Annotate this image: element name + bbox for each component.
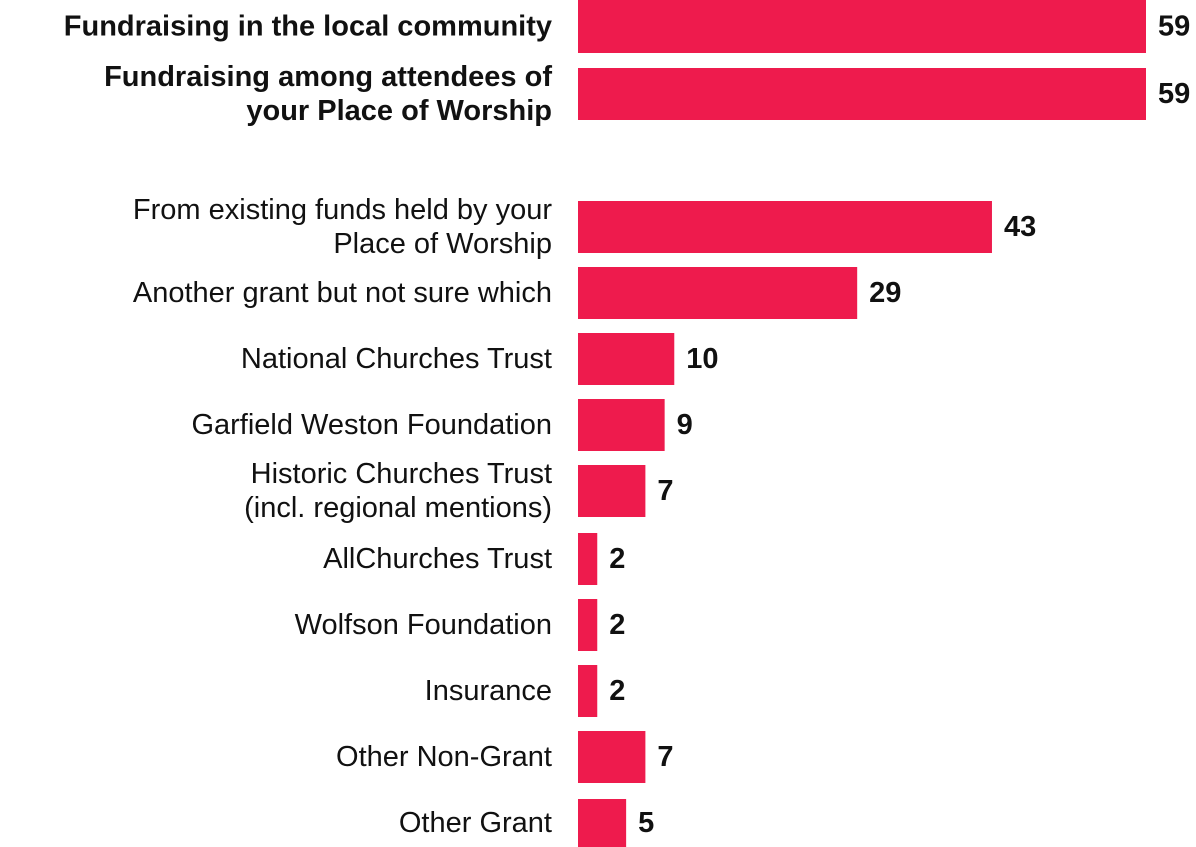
- category-label: Other Non-Grant: [336, 741, 552, 773]
- category-label-line: (incl. regional mentions): [244, 492, 552, 524]
- bar: [578, 465, 646, 517]
- bar: [578, 333, 675, 385]
- category-label: Garfield Weston Foundation: [191, 409, 552, 441]
- bar: [578, 399, 665, 451]
- bar: [578, 68, 1146, 120]
- bar: [578, 599, 598, 651]
- value-label: 59: [1158, 78, 1190, 110]
- category-label: From existing funds held by your Place of…: [133, 194, 552, 260]
- category-label-line: Fundraising among attendees of: [104, 61, 552, 93]
- bar: [578, 267, 858, 319]
- category-label: Historic Churches Trust (incl. regional m…: [244, 458, 552, 524]
- category-label-line: From existing funds held by your: [133, 194, 552, 226]
- value-label: 7: [657, 475, 673, 507]
- category-label-line: Wolfson Foundation: [295, 609, 552, 641]
- category-label-line: Historic Churches Trust: [251, 458, 552, 490]
- value-label: 10: [686, 343, 718, 375]
- bar: [578, 799, 627, 847]
- category-label-line: National Churches Trust: [241, 343, 552, 375]
- category-label: Insurance: [425, 675, 552, 707]
- bars: [578, 0, 1146, 847]
- category-label-line: Other Non-Grant: [336, 741, 552, 773]
- category-label-line: AllChurches Trust: [323, 543, 552, 575]
- value-label: 5: [638, 807, 654, 839]
- value-label: 7: [657, 741, 673, 773]
- value-label: 2: [609, 609, 625, 641]
- category-label: Wolfson Foundation: [295, 609, 552, 641]
- value-label: 59: [1158, 11, 1190, 43]
- category-label-line: your Place of Worship: [246, 95, 552, 127]
- category-label: Fundraising among attendees of your Place…: [104, 61, 552, 127]
- category-label-line: Other Grant: [399, 807, 552, 839]
- category-label: Another grant but not sure which: [133, 277, 552, 309]
- value-labels: 59 59 43 29 10 9 7 2 2 2 7 5: [609, 11, 1190, 840]
- category-label-line: Another grant but not sure which: [133, 277, 552, 309]
- category-label-line: Place of Worship: [333, 228, 552, 260]
- bar: [578, 0, 1146, 53]
- category-label-line: Fundraising in the local community: [64, 11, 552, 43]
- value-label: 2: [609, 675, 625, 707]
- bar: [578, 201, 992, 253]
- value-label: 29: [869, 277, 901, 309]
- category-label: Fundraising in the local community: [64, 11, 552, 43]
- bar: [578, 731, 646, 783]
- category-labels: Fundraising in the local community Fundra…: [64, 11, 553, 840]
- category-label-line: Insurance: [425, 675, 552, 707]
- value-label: 2: [609, 543, 625, 575]
- value-label: 9: [677, 409, 693, 441]
- category-label: Other Grant: [399, 807, 552, 839]
- category-label: AllChurches Trust: [323, 543, 552, 575]
- category-label-line: Garfield Weston Foundation: [191, 409, 552, 441]
- bar: [578, 533, 598, 585]
- bar: [578, 665, 598, 717]
- value-label: 43: [1004, 211, 1036, 243]
- category-label: National Churches Trust: [241, 343, 552, 375]
